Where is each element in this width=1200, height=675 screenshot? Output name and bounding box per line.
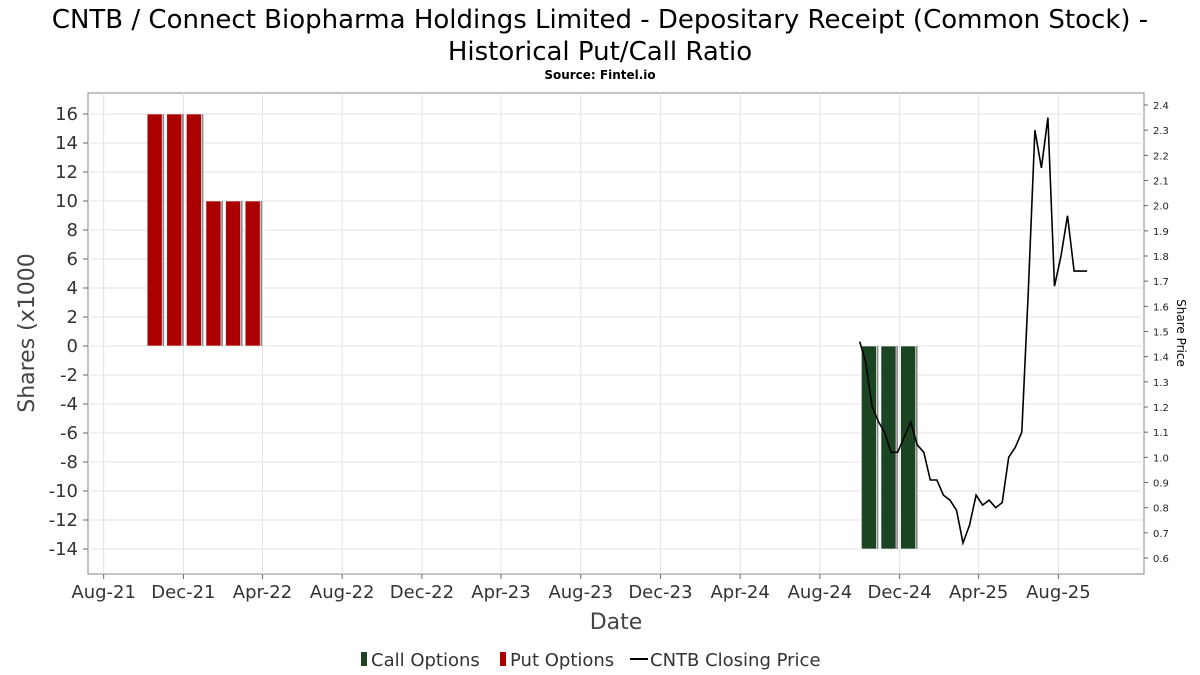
bar-put-options xyxy=(186,113,202,347)
y-right-tick-label: 0.7 xyxy=(1153,529,1169,540)
bar-put-options xyxy=(244,200,261,347)
y-right-tick-label: 0.9 xyxy=(1153,479,1169,490)
y-tick-label: 14 xyxy=(55,133,78,154)
y-tick-label: 4 xyxy=(67,278,78,299)
axes-layer: 16 14 12 10 8 6 4 2 0 -2 -4 -6 -8 -10 -12 -14 Aug-21 Dec-… xyxy=(49,101,1169,603)
y-tick-label: 8 xyxy=(67,220,78,241)
legend-swatch-put-options xyxy=(500,652,506,666)
y-right-tick-label: 2.2 xyxy=(1153,151,1169,162)
y-right-tick-label: 2.0 xyxy=(1153,202,1169,213)
bar-put-options xyxy=(146,113,163,347)
bar-put-options xyxy=(166,113,183,347)
y-tick-label: 12 xyxy=(55,162,78,183)
legend-label-put-options: Put Options xyxy=(510,650,614,671)
y-right-tick-label: 2.1 xyxy=(1153,177,1169,188)
x-tick-label: Dec-24 xyxy=(867,582,931,603)
x-tick-label: Aug-22 xyxy=(310,582,375,603)
y-right-tick-label: 0.8 xyxy=(1153,504,1169,515)
y-tick-label: -4 xyxy=(60,394,78,415)
grid-lines xyxy=(88,93,1144,574)
legend-swatch-call-options xyxy=(361,652,367,666)
bar-call-options xyxy=(900,345,916,550)
y-tick-label: 16 xyxy=(55,104,78,125)
y-right-tick-label: 1.9 xyxy=(1153,227,1169,238)
y-right-tick-label: 1.3 xyxy=(1153,378,1169,389)
bar-call-options xyxy=(880,345,897,550)
y-right-tick-label: 1.5 xyxy=(1153,328,1169,339)
x-tick-label: Dec-22 xyxy=(390,582,454,603)
x-tick-label: Aug-24 xyxy=(788,582,853,603)
y-right-tick-label: 1.7 xyxy=(1153,277,1169,288)
y-right-tick-label: 1.4 xyxy=(1153,353,1169,364)
bars-layer xyxy=(146,113,918,550)
bar-put-options xyxy=(225,200,241,347)
y-tick-label: 6 xyxy=(67,249,78,270)
y-axis-label: Shares (x1000 xyxy=(15,253,40,413)
y-right-tick-label: 1.2 xyxy=(1153,403,1169,414)
y-tick-label: -2 xyxy=(60,365,78,386)
y-right-tick-label: 2.4 xyxy=(1153,101,1169,112)
y-right-tick-label: 2.3 xyxy=(1153,126,1169,137)
y-right-tick-label: 1.1 xyxy=(1153,428,1169,439)
y-tick-label: 2 xyxy=(67,307,78,328)
chart-legend: Call Options Put Options CNTB Closing Pr… xyxy=(361,650,821,671)
y-right-tick-label: 1.6 xyxy=(1153,302,1169,313)
bar-call-options xyxy=(861,345,877,550)
x-tick-label: Aug-21 xyxy=(71,582,136,603)
x-tick-label: Apr-22 xyxy=(233,582,292,603)
y-tick-label: 10 xyxy=(55,191,78,212)
closing-price-line xyxy=(858,117,1088,546)
x-axis-label: Date xyxy=(590,610,643,635)
legend-label-closing-price: CNTB Closing Price xyxy=(650,650,821,671)
y-tick-label: -6 xyxy=(60,423,78,444)
x-tick-label: Apr-25 xyxy=(949,582,1008,603)
y-right-tick-label: 1.8 xyxy=(1153,252,1169,263)
x-tick-label: Aug-23 xyxy=(548,582,613,603)
x-tick-label: Aug-25 xyxy=(1026,582,1091,603)
y-tick-label: 0 xyxy=(67,336,78,357)
bar-put-options xyxy=(205,200,222,347)
y-tick-label: -14 xyxy=(49,539,78,560)
chart-title-line-1: CNTB / Connect Biopharma Holdings Limite… xyxy=(52,5,1148,35)
x-tick-label: Dec-21 xyxy=(151,582,215,603)
legend-label-call-options: Call Options xyxy=(371,650,480,671)
x-tick-label: Dec-23 xyxy=(628,582,692,603)
y-tick-label: -10 xyxy=(49,481,78,502)
x-tick-label: Apr-24 xyxy=(710,582,769,603)
plot-area xyxy=(87,92,1145,575)
y-right-tick-label: 1.0 xyxy=(1153,453,1169,464)
y-tick-label: -12 xyxy=(49,510,78,531)
y-axis-right-label: Share Price xyxy=(1174,299,1188,367)
price-line-layer xyxy=(858,117,1088,546)
y-tick-label: -8 xyxy=(60,452,78,473)
y-right-tick-label: 0.6 xyxy=(1153,554,1169,565)
chart-title-line-2: Historical Put/Call Ratio xyxy=(448,37,752,67)
x-tick-label: Apr-23 xyxy=(471,582,530,603)
chart-subtitle: Source: Fintel.io xyxy=(544,68,655,82)
